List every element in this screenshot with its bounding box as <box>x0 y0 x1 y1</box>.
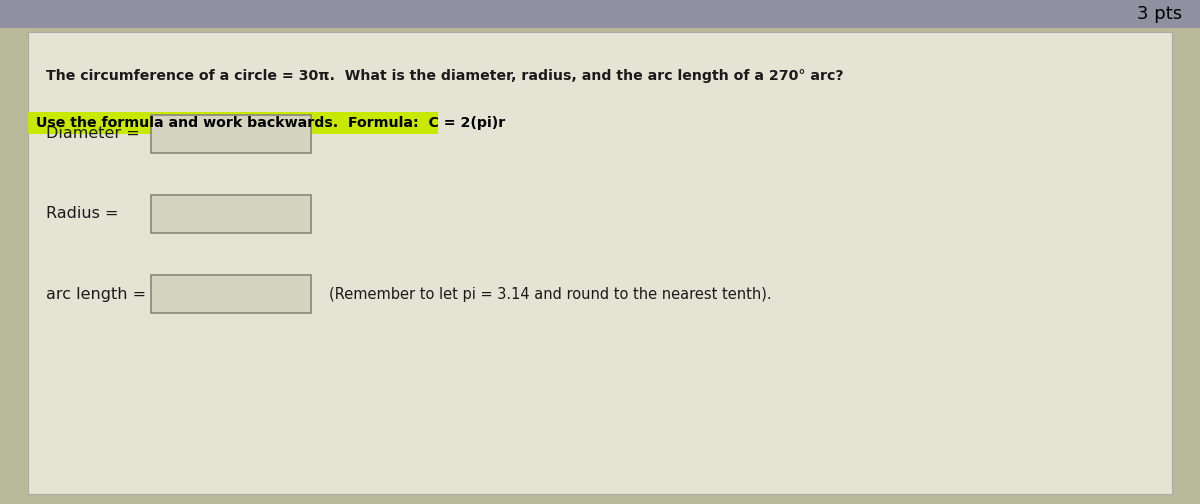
Text: 3 pts: 3 pts <box>1136 5 1182 23</box>
Text: The circumference of a circle = 30π.  What is the diameter, radius, and the arc : The circumference of a circle = 30π. Wha… <box>46 69 844 83</box>
Text: Radius =: Radius = <box>46 207 119 221</box>
FancyBboxPatch shape <box>151 195 311 233</box>
FancyBboxPatch shape <box>151 115 311 153</box>
FancyBboxPatch shape <box>28 112 438 134</box>
Text: (Remember to let pi = 3.14 and round to the nearest tenth).: (Remember to let pi = 3.14 and round to … <box>329 286 772 301</box>
FancyBboxPatch shape <box>0 0 1200 28</box>
FancyBboxPatch shape <box>151 275 311 313</box>
Text: arc length =: arc length = <box>46 286 146 301</box>
Text: Diameter =: Diameter = <box>46 127 139 142</box>
Text: Use the formula and work backwards.  Formula:  C = 2(pi)r: Use the formula and work backwards. Form… <box>36 116 505 130</box>
FancyBboxPatch shape <box>28 32 1172 494</box>
